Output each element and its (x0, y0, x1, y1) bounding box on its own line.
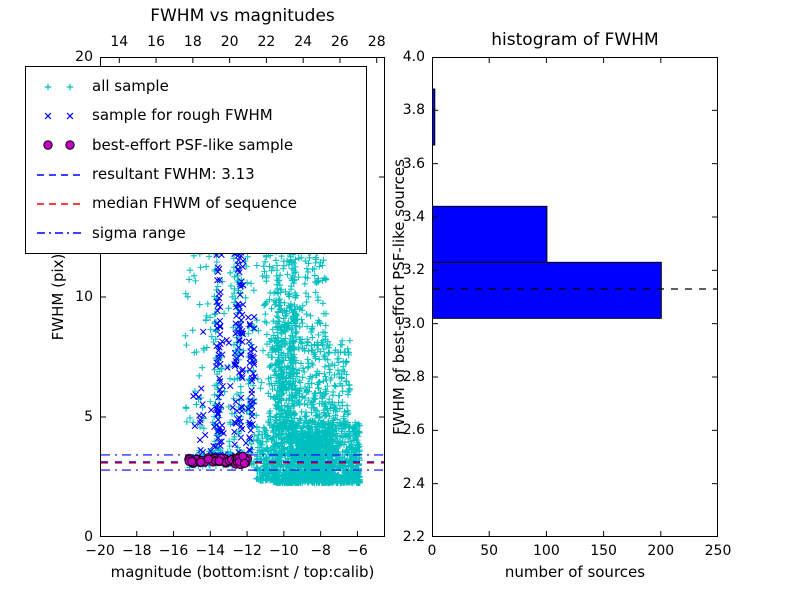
x-tick-label: 50 (480, 543, 499, 559)
x-tick-label: −6 (347, 543, 368, 559)
histogram-ylabel: FWHM of best-effort PSF-like sources (390, 159, 408, 435)
legend-line-sample-icon (37, 203, 81, 205)
y-tick-label: 20 (75, 49, 93, 65)
x-tick-label: −18 (121, 543, 152, 559)
histogram-xlabel: number of sources (504, 563, 646, 581)
y-tick-label: 4.0 (402, 49, 425, 65)
y-tick-label: 5 (84, 409, 93, 425)
legend-line-sample-icon (37, 173, 81, 176)
legend-label: sample for rough FWHM (92, 106, 273, 125)
y-tick-label: 2.6 (402, 422, 425, 439)
top-x-tick-label: 28 (367, 34, 386, 50)
legend-entry-5: sigma range (35, 219, 357, 248)
y-tick-label: 2.8 (402, 369, 425, 385)
top-x-tick-label: 24 (294, 34, 313, 50)
top-x-tick-label: 18 (183, 34, 202, 50)
top-x-tick-label: 20 (220, 34, 239, 50)
legend-entry-1: sample for rough FWHM (35, 101, 357, 130)
x-tick-label: −12 (232, 543, 262, 559)
legend-entry-3: resultant FWHM: 3.13 (35, 160, 357, 189)
legend-label: all sample (92, 77, 169, 96)
y-tick-label: 0 (84, 529, 93, 545)
x-tick-label: −20 (85, 543, 115, 559)
y-tick-label: 3.6 (402, 155, 425, 172)
top-x-tick-label: 14 (110, 34, 129, 50)
x-tick-label: 150 (590, 543, 617, 559)
legend-label: best-effort PSF-like sample (92, 135, 294, 154)
x-tick-label: −10 (269, 543, 299, 559)
y-tick-label: 2.4 (402, 475, 425, 492)
y-tick-label: 3.4 (402, 209, 425, 225)
y-tick-label: 3.2 (402, 262, 425, 279)
x-tick-label: −14 (195, 543, 226, 559)
histogram-plot-area (432, 57, 718, 537)
scatter-ylabel: FWHM (pix) (49, 253, 67, 341)
legend: all sample sample for rough FWHM best-effo… (25, 66, 367, 254)
legend-label: resultant FWHM: 3.13 (92, 165, 255, 184)
y-tick-label: 10 (75, 289, 93, 305)
legend-line-sample-icon (37, 232, 81, 235)
x-tick-label: −16 (158, 543, 189, 559)
legend-marker-sample-icon (44, 83, 74, 90)
top-x-tick-label: 16 (147, 34, 165, 50)
y-tick-label: 3.0 (402, 315, 425, 332)
x-tick-label: 200 (647, 543, 675, 559)
legend-entry-4: median FHWM of sequence (35, 189, 357, 218)
legend-label: sigma range (92, 223, 186, 242)
legend-label: median FHWM of sequence (92, 194, 297, 213)
histogram-title: histogram of FWHM (491, 30, 659, 50)
y-tick-label: 2.2 (402, 529, 425, 545)
legend-entry-2: best-effort PSF-like sample (35, 131, 357, 160)
x-tick-label: −8 (310, 543, 331, 559)
top-x-tick-label: 22 (257, 34, 276, 50)
x-tick-label: 100 (533, 543, 560, 559)
legend-entry-0: all sample (35, 72, 357, 101)
x-tick-label: 0 (427, 543, 437, 559)
scatter-title: FWHM vs magnitudes (150, 6, 335, 26)
legend-marker-sample-icon (43, 140, 75, 151)
scatter-xlabel: magnitude (bottom:isnt / top:calib) (110, 563, 375, 581)
top-x-tick-label: 26 (331, 34, 349, 50)
x-tick-label: 250 (704, 543, 732, 559)
legend-marker-sample-icon (44, 112, 74, 120)
y-tick-label: 3.8 (402, 102, 425, 119)
